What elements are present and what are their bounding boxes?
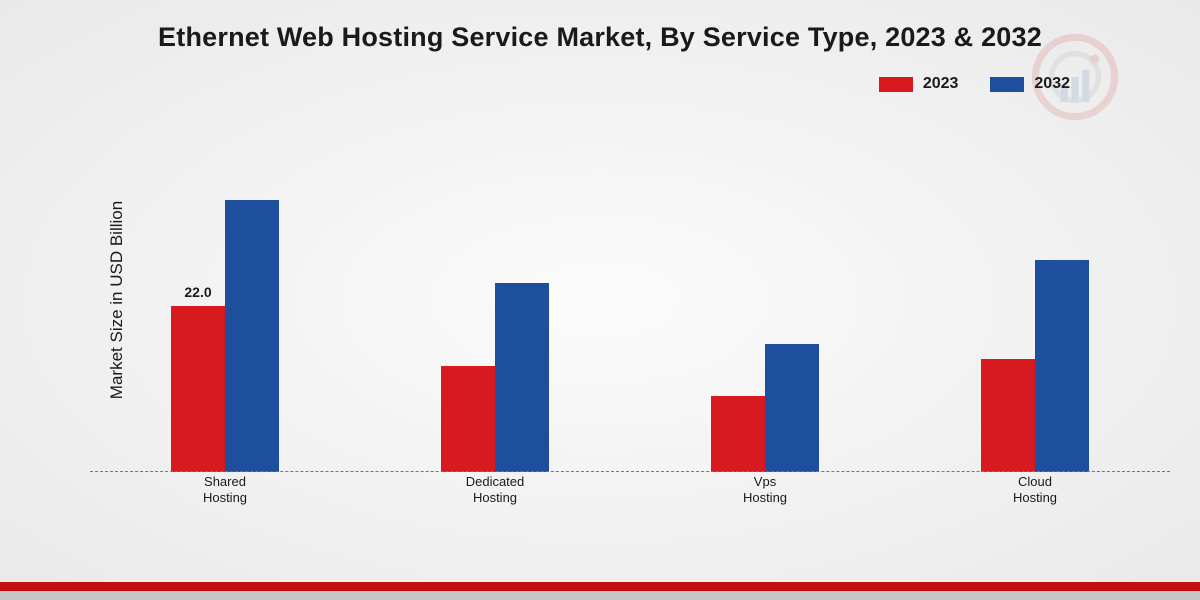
legend-item-2023: 2023: [879, 75, 959, 93]
xlabel-cloud: Cloud Hosting: [975, 474, 1095, 510]
group-dedicated-hosting: [441, 283, 549, 472]
legend-label-2032: 2032: [1034, 75, 1070, 93]
bottom-stripe-red: [0, 582, 1200, 591]
legend-swatch-2032: [990, 77, 1024, 92]
bar-2032-dedicated: [495, 283, 549, 472]
xlabel-shared: Shared Hosting: [165, 474, 285, 510]
bar-2023-vps: [711, 396, 765, 472]
legend: 2023 2032: [879, 75, 1070, 93]
legend-item-2032: 2032: [990, 75, 1070, 93]
bar-groups: 22.0: [90, 130, 1170, 472]
xlabel-dedicated: Dedicated Hosting: [435, 474, 555, 510]
group-shared-hosting: 22.0: [171, 200, 279, 472]
x-axis-labels: Shared Hosting Dedicated Hosting Vps Hos…: [90, 474, 1170, 510]
plot-area: 22.0 Shared Hosting: [90, 130, 1170, 510]
bar-2032-vps: [765, 344, 819, 472]
xlabel-vps: Vps Hosting: [705, 474, 825, 510]
bar-2023-dedicated: [441, 366, 495, 472]
bottom-stripe-grey: [0, 591, 1200, 600]
bar-2032-shared: [225, 200, 279, 472]
legend-swatch-2023: [879, 77, 913, 92]
legend-label-2023: 2023: [923, 75, 959, 93]
chart-title: Ethernet Web Hosting Service Market, By …: [0, 22, 1200, 53]
bar-2023-cloud: [981, 359, 1035, 472]
group-vps-hosting: [711, 344, 819, 472]
x-axis-baseline: [90, 471, 1170, 472]
bottom-stripe: [0, 582, 1200, 600]
group-cloud-hosting: [981, 260, 1089, 472]
bar-value-label: 22.0: [171, 284, 225, 300]
bar-2023-shared: 22.0: [171, 306, 225, 472]
chart-root: Ethernet Web Hosting Service Market, By …: [0, 0, 1200, 600]
bar-2032-cloud: [1035, 260, 1089, 472]
